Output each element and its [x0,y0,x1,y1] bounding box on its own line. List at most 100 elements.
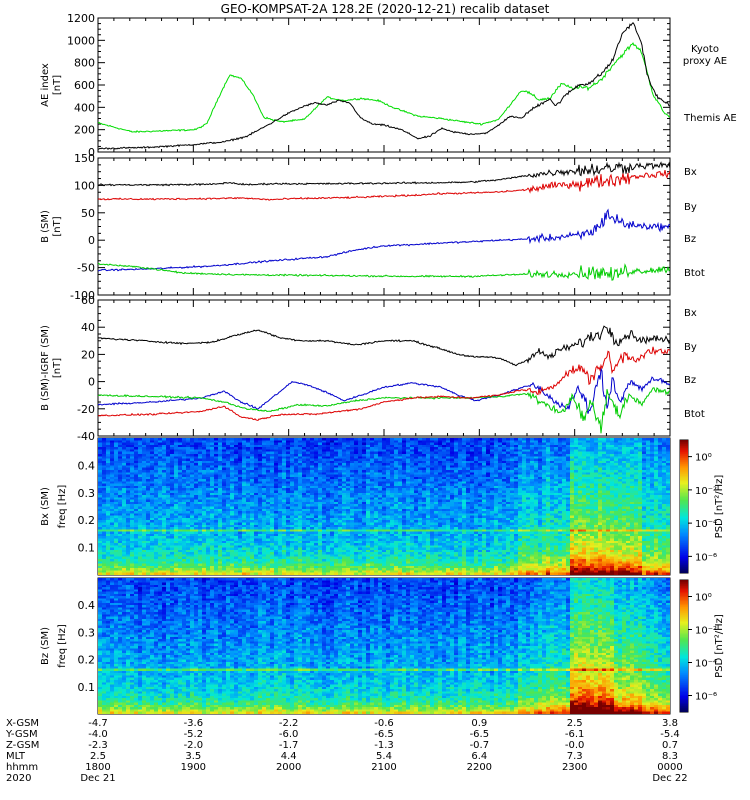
ephem-value: 8.3 [662,751,678,762]
ae-ytick-label: 400 [74,101,95,114]
ephem-value: 3.5 [185,751,201,762]
ae-ytick-label: 800 [74,57,95,70]
ae-panel: 0 200 400 600 800 1000 1200 AE index [nT] [40,12,671,159]
ephem-value: -4.7 [88,718,108,729]
legend-btot: Btot [684,268,705,279]
b_sm-ytick-label: 50 [81,207,95,220]
ephem-value: Dec 21 [80,773,115,784]
ephem-value: -6.5 [470,729,490,740]
ephem-value: -6.5 [374,729,394,740]
b_sm-ytick-label: 150 [74,152,95,165]
legend-bz: Bz [684,234,696,245]
ephem-value: -2.2 [279,718,299,729]
bx_spectrogram-ytick-label: 0.1 [78,542,96,555]
ephem-value: -2.0 [184,740,204,751]
ephem-value: 2300 [562,762,587,773]
legend-themis: Themis AE [683,113,737,124]
ephem-value: -1.3 [374,740,394,751]
series-kyoto-proxy-ae [98,42,670,133]
b_sm-ytick-label: -50 [77,262,95,275]
ephem-value: 3.8 [662,718,678,729]
bz_spectrogram-ytick-label: 0.4 [78,599,96,612]
ephem-value: -0.0 [565,740,585,751]
b_sm_igrf-ylabel: B (SM)-IGRF (SM) [40,325,51,411]
series-btot [98,325,670,367]
b_sm-panel: -100 -50 0 50 100 150 B (SM) [nT] [40,152,671,302]
ephem-value: 2.5 [90,751,106,762]
ephem-value: 0.9 [471,718,487,729]
b_sm-ylabel: B (SM) [40,210,51,243]
b_sm_igrf-ytick-label: 20 [81,348,95,361]
ephem-row-label: X-GSM [6,718,39,729]
ephem-value: 2.5 [567,718,583,729]
ae-ytick-label: 600 [74,79,95,92]
ephem-value: -6.1 [565,729,585,740]
ephemeris-table: X-GSMY-GSMZ-GSMMLThhmm2020-4.7-4.0-2.32.… [5,718,688,784]
legend-by: By [684,342,697,353]
bx-colorbar [680,440,688,573]
figure-title: GEO-KOMPSAT-2A 128.2E (2020-12-21) recal… [221,2,550,16]
bz_spectrogram-cbar-label: 10⁻² [695,626,717,637]
series-by [98,387,670,434]
ephem-value: 0.7 [662,740,678,751]
ephem-value: Dec 22 [652,773,687,784]
b_sm-ytick-label: -100 [70,289,95,302]
ephem-value: -3.6 [184,718,204,729]
ephem-value: -5.2 [184,729,204,740]
bx_spectrogram-cbar-label: 10⁻² [695,486,717,497]
bz_spectrogram-ytick-label: 0.3 [78,626,96,639]
ephem-value: 4.4 [281,751,297,762]
bz_spectrogram-colorbar-title: PSD [nT²/Hz] [714,614,725,678]
bx_spectrogram-ytick-label: 0.2 [78,514,96,527]
ephem-value: 7.3 [567,751,583,762]
ephem-value: 6.4 [471,751,487,762]
bz_spectrogram-cbar-label: 10⁰ [695,593,712,604]
b_sm_igrf-ytick-label: -20 [77,403,95,416]
bz_spectrogram-ytick-label: 0.2 [78,654,96,667]
ephem-row-label: Z-GSM [6,740,39,751]
b_sm_igrf-yunit: [nT] [52,358,63,378]
series-btot [98,161,670,187]
b_sm_igrf-panel: -40 -20 0 20 40 60 B (SM)-IGRF (SM) [nT] [40,294,671,443]
bx_spectrogram-ytick-label: 0.3 [78,487,96,500]
legend-kyoto-2: proxy AE [683,56,727,67]
bx_spectrogram-ylabel: Bx (SM) [40,487,51,526]
bz_spectrogram-ylabel-freq: freq [Hz] [57,624,68,668]
bz_spectrogram-ytick-label: 0.1 [78,681,96,694]
ephem-row-label: Y-GSM [5,729,38,740]
series-bz [98,169,670,201]
bz-colorbar [680,580,688,712]
bz_spectrogram-cbar-label: 10⁻⁶ [695,692,717,703]
ephem-row-label: 2020 [6,773,31,784]
ephem-value: 1900 [181,762,206,773]
bx_spectrogram-ytick-label: 0.4 [78,459,96,472]
ephem-value: 2200 [467,762,492,773]
ae-ytick-label: 200 [74,124,95,137]
bz_spectrogram-cbar-label: 10⁻⁴ [695,659,717,670]
bz-spectrogram-image [98,578,670,714]
bx_spectrogram-cbar-label: 10⁰ [695,453,712,464]
series-bx [98,367,670,414]
ephem-value: 2100 [371,762,396,773]
ephem-value: -5.4 [660,729,680,740]
ephem-value: -0.7 [470,740,490,751]
ephem-row-label: hhmm [6,762,38,773]
b_sm_igrf-ytick-label: -40 [77,430,95,443]
series-themis-ae [98,22,670,151]
bz_spectrogram-ylabel: Bz (SM) [40,627,51,665]
ae-ylabel: AE index [40,63,51,107]
legend-btot: Btot [684,409,705,420]
b_sm-ytick-label: 0 [88,234,95,247]
ephem-value: -0.6 [374,718,394,729]
bx_spectrogram-colorbar-title: PSD [nT²/Hz] [714,475,725,539]
ae-yunit: [nT] [52,75,63,95]
ephem-value: -4.0 [88,729,108,740]
legend-kyoto: Kyoto [691,44,719,55]
legend-bz: Bz [684,375,696,386]
b_sm-yunit: [nT] [52,216,63,236]
b_sm_igrf-ytick-label: 0 [88,376,95,389]
ephem-value: 1800 [85,762,110,773]
bx_spectrogram-cbar-label: 10⁻⁴ [695,519,717,530]
ephem-value: 2000 [276,762,301,773]
